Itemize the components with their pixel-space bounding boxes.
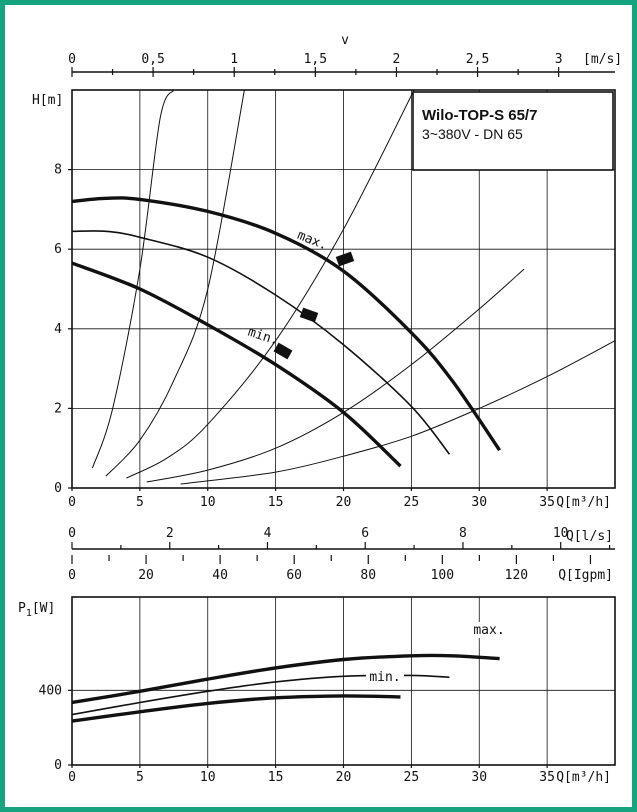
ls-tick-label: 8 (459, 526, 467, 541)
speed-marker (273, 342, 293, 360)
power-y-label-main: P (18, 601, 26, 616)
x-tick-label: 5 (136, 495, 144, 510)
power-x-tick-label: 15 (268, 770, 284, 785)
gpm-tick-label: 20 (138, 568, 154, 583)
power-y-label-unit: [W] (32, 601, 55, 616)
x-tick-bg (537, 494, 558, 508)
power-x-tick-label: 25 (404, 770, 420, 785)
power-x-tick-label: 10 (200, 770, 216, 785)
ls-tick-label: 4 (264, 526, 272, 541)
x-tick-bg (197, 494, 218, 508)
x-tick-bg (333, 494, 354, 508)
title-box (412, 91, 614, 171)
pump-curve-line (72, 196, 502, 452)
x-tick-label: 35 (539, 495, 555, 510)
gpm-tick-label: 0 (68, 568, 76, 583)
system-curve-line (105, 90, 245, 477)
speed-marker (299, 307, 319, 323)
x-tick-bg (62, 494, 82, 508)
x-tick-bg (265, 494, 286, 508)
power-y-axis-label: P1[W] (18, 601, 55, 619)
gpm-tick-label: 100 (431, 568, 454, 583)
x-tick-label: 10 (200, 495, 216, 510)
gpm-tick-label: 40 (212, 568, 228, 583)
y-tick-label: 0 (54, 481, 62, 496)
y-axis-label: H[m] (32, 93, 63, 108)
velocity-tick-label: 2 (393, 52, 401, 67)
power-curve-line (72, 674, 450, 716)
velocity-unit-label: [m/s] (583, 52, 622, 67)
ls-axis-label: Q[l/s] (566, 529, 613, 544)
velocity-tick-label: 0 (68, 52, 76, 67)
pump-curves (72, 196, 502, 468)
chart-subtitle: 3~380V - DN 65 (422, 126, 523, 142)
power-x-tick-label: 20 (336, 770, 352, 785)
power-x-tick-label: 30 (471, 770, 487, 785)
x-tick-bg (129, 494, 150, 508)
flow-scales: 0 2 4 6 8 10Q[l/s] 0 20 40 60 80 100 120 Q[Igpm] (68, 526, 615, 583)
power-x-axis-label: Q[m³/h] (556, 770, 611, 785)
system-curve-line (146, 268, 525, 483)
gpm-tick-label: 60 (286, 568, 302, 583)
pump-curve-line (72, 261, 402, 468)
head-chart: max.min.Wilo-TOP-S 65/73~380V - DN 650 5 1… (32, 33, 622, 510)
x-tick-bg (401, 494, 422, 508)
power-y-tick-label: 400 (39, 683, 62, 698)
ls-tick-label: 0 (68, 526, 76, 541)
system-curve-line (91, 90, 175, 469)
power-x-tick-label: 5 (136, 770, 144, 785)
power-x-tick-label: 0 (68, 770, 76, 785)
velocity-tick-label: 2,5 (466, 52, 489, 67)
pump-curve-line (72, 230, 451, 455)
min-annotation: min. (246, 325, 280, 349)
ls-tick-label: 2 (166, 526, 174, 541)
y-tick-label: 8 (54, 163, 62, 178)
y-tick-label: 6 (54, 242, 62, 257)
ls-tick-label: 6 (361, 526, 369, 541)
velocity-tick-label: 1 (230, 52, 238, 67)
speed-marker (335, 251, 355, 267)
gpm-tick-label: 80 (360, 568, 376, 583)
power-chart: max. min. 0 5 10 15 20 25 30 35 Q[m³/h] 0 400 P1[W] (18, 596, 616, 785)
velocity-axis-label: v (341, 33, 349, 48)
power-x-tick-label: 35 (539, 770, 555, 785)
ls-tick-label: 10 (553, 526, 569, 541)
max-label-bg (468, 622, 510, 638)
y-tick-label: 2 (54, 401, 62, 416)
x-tick-bg (469, 494, 490, 508)
power-y-label-sub: 1 (26, 608, 32, 619)
x-tick-label: 30 (471, 495, 487, 510)
power-curve-line (72, 653, 500, 705)
velocity-tick-label: 0,5 (141, 52, 164, 67)
gpm-tick-label: 120 (505, 568, 528, 583)
x-tick-label: 20 (336, 495, 352, 510)
power-curves (72, 653, 500, 723)
power-max-annotation: max. (473, 623, 504, 638)
x-tick-label: 25 (404, 495, 420, 510)
gpm-axis-label: Q[Igpm] (558, 568, 613, 583)
velocity-tick-label: 1,5 (304, 52, 327, 67)
x-axis-label: Q[m³/h] (556, 495, 611, 510)
min-label-bg (366, 669, 404, 685)
power-curve-line (72, 694, 401, 723)
power-min-annotation: min. (369, 670, 400, 685)
x-tick-label: 0 (68, 495, 76, 510)
velocity-tick-label: 3 (555, 52, 563, 67)
chart-title: Wilo-TOP-S 65/7 (422, 107, 537, 124)
system-curve-line (180, 340, 615, 485)
y-tick-label: 4 (54, 322, 62, 337)
power-y-tick-label: 0 (54, 758, 62, 773)
system-curve-line (126, 90, 415, 479)
x-tick-label: 15 (268, 495, 284, 510)
